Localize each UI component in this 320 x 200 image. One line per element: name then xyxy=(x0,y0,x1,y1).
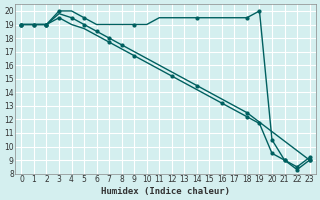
X-axis label: Humidex (Indice chaleur): Humidex (Indice chaleur) xyxy=(101,187,230,196)
